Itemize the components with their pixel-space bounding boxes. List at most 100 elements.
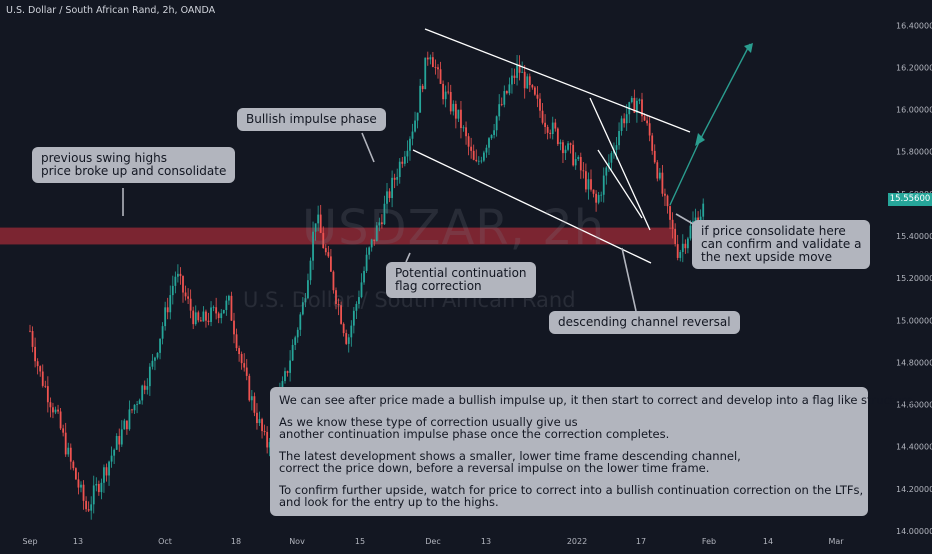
candle-body [286,371,289,373]
candle-body [126,420,128,430]
candle-body [562,142,564,154]
candle-body [391,177,393,199]
candle-body [212,307,215,309]
chart-title: U.S. Dollar / South African Rand, 2h, OA… [6,5,216,16]
candle-body [401,161,404,164]
flag-lower-line[interactable] [412,149,652,264]
note-flag-correction[interactable]: Potential continuation flag correction [386,262,536,298]
candle-body [289,360,291,373]
x-tick-label: 2022 [567,537,587,546]
candle-body [554,122,557,129]
candle-body [620,118,623,131]
candle-body [184,292,187,297]
candle-body [355,303,358,311]
candle-body [681,243,684,252]
candle-body [526,76,529,89]
channel-note-pointer [621,247,637,312]
summary-paragraph: We can see after price made a bullish im… [279,393,917,407]
channel-lower-line[interactable] [597,149,643,219]
candle-body [243,363,246,368]
candle-body [551,122,554,135]
candle-body [161,326,164,339]
candle-body [531,85,534,88]
candle-body [281,381,284,393]
candle-body [197,312,200,321]
candle-body [240,354,243,364]
candle-body [245,367,248,376]
candle-body [381,222,383,225]
y-tick-label: 15.80000 [896,148,932,157]
y-tick-label: 14.00000 [896,527,932,536]
x-tick-label: Nov [289,537,305,546]
candle-body [658,172,661,179]
candle-body [651,135,654,151]
candle-body [656,162,659,179]
candle-body [618,130,620,146]
y-tick-label: 14.80000 [896,358,932,367]
candle-body [46,386,49,403]
note-previous-swing-highs[interactable]: previous swing highs price broke up and … [32,147,236,183]
candle-body [592,189,595,194]
candle-body [360,282,363,298]
candle-body [217,313,220,319]
candle-body [511,75,513,85]
candle-body [57,409,59,412]
candle-body [653,150,656,163]
y-tick-label: 15.00000 [896,316,932,325]
summary-paragraph: As we know these type of correction usua… [279,414,670,441]
candle-body [115,436,118,450]
note-confirmation[interactable]: if price consolidate here can confirm an… [692,220,871,269]
candle-body [684,243,687,249]
candle-body [674,228,677,245]
candle-body [294,337,297,345]
candle-body [424,57,427,90]
note-bullish-impulse[interactable]: Bullish impulse phase [237,108,386,131]
flag-upper-line[interactable] [424,28,691,133]
candle-body [108,461,110,476]
x-tick-label: 13 [73,537,83,546]
projection-path[interactable] [669,43,751,206]
y-tick-label: 14.40000 [896,443,932,452]
candle-body [449,91,452,112]
x-tick-label: 18 [231,537,241,546]
candle-body [437,67,439,70]
candle-body [541,110,544,123]
x-tick-label: 13 [481,537,491,546]
candle-body [133,404,136,411]
candle-body [462,127,465,129]
candle-body [687,238,689,249]
candle-body [284,371,286,382]
support-zone [0,227,674,245]
candle-body [263,431,266,432]
candle-body [414,120,416,132]
candle-body [536,94,539,99]
candle-body [409,138,411,151]
candle-body [676,244,679,258]
candle-body [309,260,312,281]
candle-body [375,225,378,242]
x-tick-label: 15 [355,537,365,546]
candle-body [352,310,355,326]
note-descending-channel-reversal[interactable]: descending channel reversal [549,311,740,334]
impulse-note-pointer [361,132,375,163]
candle-body [347,337,350,344]
candle-body [495,116,498,131]
x-tick-label: 17 [636,537,646,546]
candle-body [643,116,646,121]
price-axis[interactable] [888,0,932,550]
x-tick-label: Dec [425,537,440,546]
candle-body [633,97,636,113]
candle-body [156,352,159,358]
candle-body [72,461,75,469]
candle-body [508,84,511,94]
note-summary[interactable]: We can see after price made a bullish im… [270,387,917,516]
y-tick-label: 14.60000 [896,401,932,410]
candle-body [123,420,126,430]
candle-body [64,432,67,455]
candle-body [77,479,80,488]
candle-body [225,300,228,311]
channel-upper-line[interactable] [589,97,651,231]
candle-body [582,170,585,172]
